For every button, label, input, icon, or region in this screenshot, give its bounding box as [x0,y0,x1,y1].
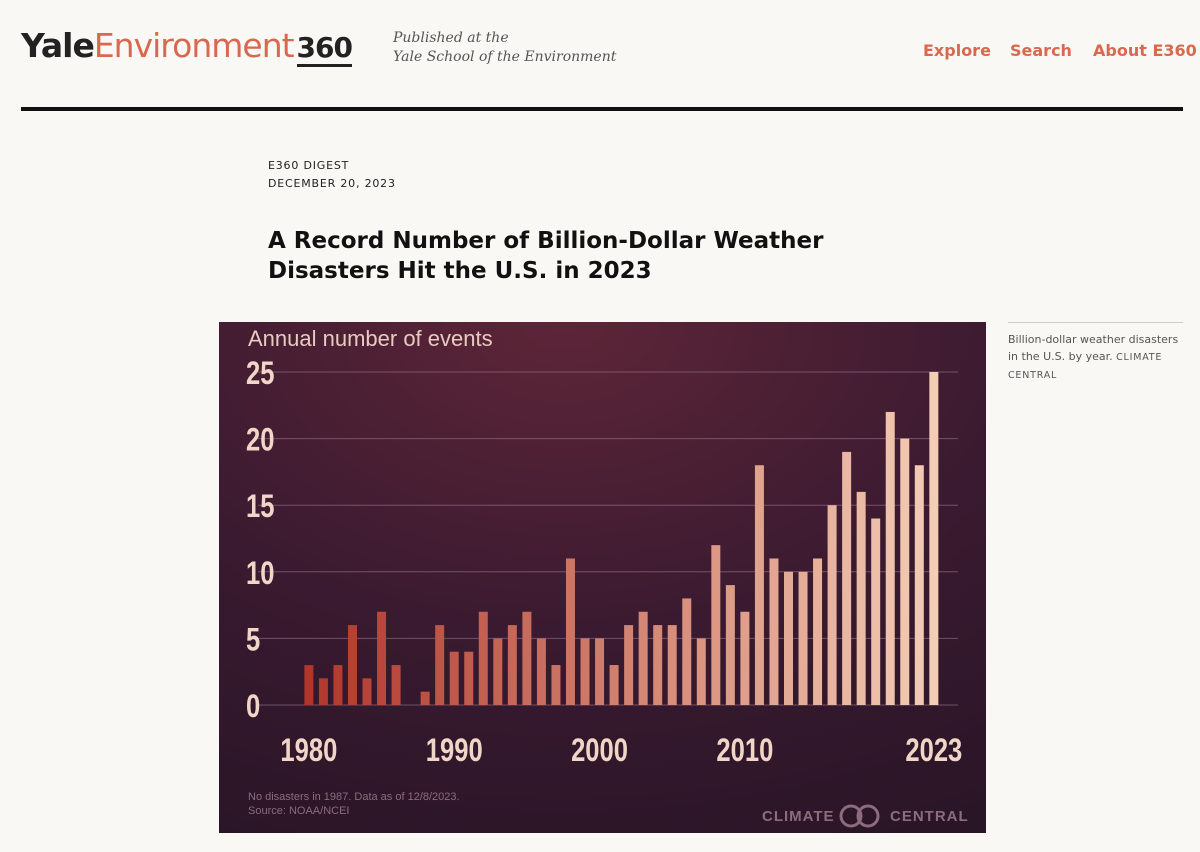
x-tick-label: 1990 [426,733,483,768]
y-tick-label: 25 [246,356,274,391]
bar [871,518,881,705]
bar [769,558,779,705]
chart: Annual number of events No disasters in … [219,322,986,833]
bar [304,665,314,705]
logo-icon [839,804,863,828]
bar [725,585,735,705]
logo-icon [856,804,880,828]
bar [842,451,852,705]
bar [929,372,939,705]
bar [783,571,793,705]
y-tick-label: 0 [246,689,260,724]
bar [507,625,517,705]
y-tick-label: 5 [246,623,260,658]
bar [522,611,532,705]
date: DECEMBER 20, 2023 [268,177,396,190]
tagline: Published at the [393,30,509,46]
bar [900,438,910,705]
y-tick-label: 15 [246,490,274,525]
bar [711,545,721,705]
bar [536,638,546,705]
bar [827,505,837,705]
chart-note: No disasters in 1987. Data as of 12/8/20… [248,791,460,803]
logo-part: Environment [93,26,295,65]
bar [696,638,706,705]
bar [667,625,677,705]
logo-part: 360 [296,31,353,67]
bar [420,691,430,705]
x-tick-label: 2023 [905,733,962,768]
figure: Annual number of events No disasters in … [219,322,986,833]
bar [333,665,343,705]
bar [565,558,575,705]
tagline: Yale School of the Environment [393,49,617,65]
bar [754,465,764,705]
y-axis-label: Annual number of events [248,326,493,351]
bar [914,465,924,705]
bar [653,625,663,705]
logo[interactable]: YaleEnvironment 360 [21,26,353,67]
bar [347,625,357,705]
nav-link[interactable]: Search [1010,41,1072,60]
bar [740,611,750,705]
bar [449,651,459,705]
bar [798,571,808,705]
bar [493,638,503,705]
bar [682,598,692,705]
bar [362,678,372,705]
bar [624,625,634,705]
bar [478,611,488,705]
logo-part: Yale [21,26,95,65]
caption-credit: CLIMATE CENTRAL [1008,352,1163,381]
bar [813,558,823,705]
bar [885,411,895,705]
y-tick-label: 10 [246,556,274,591]
divider [21,107,1183,111]
bar [638,611,648,705]
bar [377,611,387,705]
logo-text: CENTRAL [890,808,969,825]
bar [609,665,619,705]
chart-source: Source: NOAA/NCEI [248,805,349,817]
bar [595,638,605,705]
caption: Billion-dollar weather disasters in the … [1008,322,1183,384]
bar [318,678,328,705]
nav-link[interactable]: Explore [923,41,991,60]
kicker: E360 DIGEST [268,159,350,172]
bar [856,491,866,705]
bar [435,625,445,705]
y-tick-label: 20 [246,423,274,458]
headline: A Record Number of Billion-Dollar Weathe… [268,228,824,284]
logo-text: CLIMATE [762,808,835,825]
bar [580,638,590,705]
x-tick-label: 1980 [280,733,337,768]
bar [551,665,561,705]
bar [464,651,474,705]
nav-link[interactable]: About E360 [1093,41,1197,60]
bar [391,665,401,705]
x-tick-label: 2000 [571,733,628,768]
caption-text: Billion-dollar weather disasters in the … [1008,333,1179,363]
x-tick-label: 2010 [716,733,773,768]
